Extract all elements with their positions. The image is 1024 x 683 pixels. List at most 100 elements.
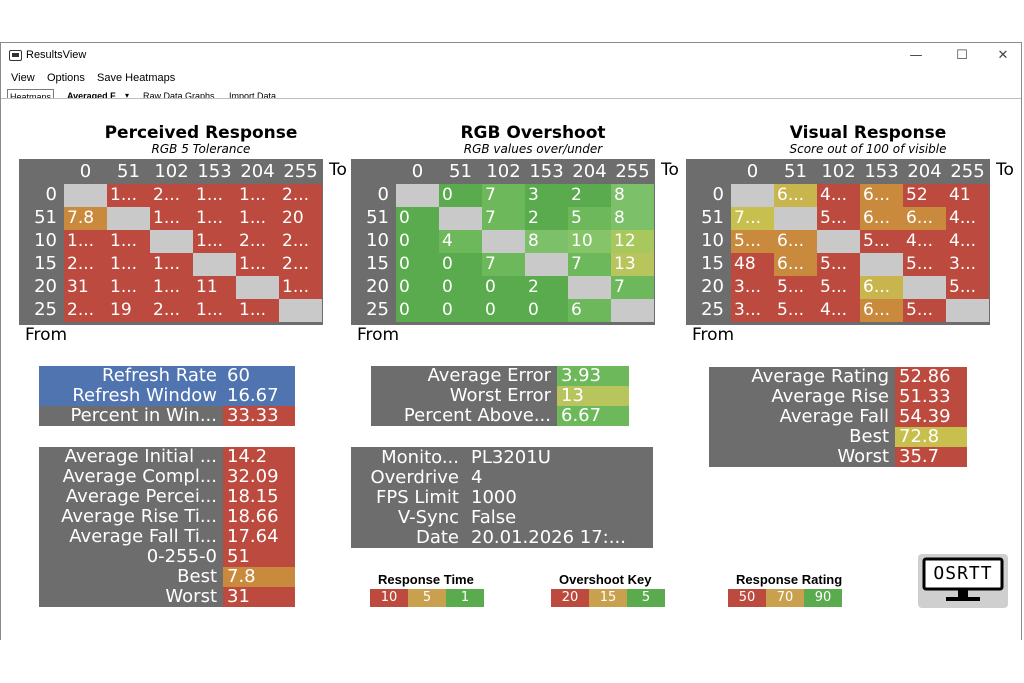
heatmap-col-header: 255 (283, 161, 318, 182)
heatmap-title: RGB Overshoot (460, 123, 606, 143)
osrtt-logo: OSRTT (918, 554, 1008, 608)
heatmap-cell: 41 (946, 184, 989, 207)
heatmap-cell: 6 (568, 299, 611, 322)
heatmap-row-header: 10 (34, 230, 57, 251)
legend-swatch: 5 (627, 589, 665, 607)
heatmap-cell: 0 (439, 299, 482, 322)
heatmap-cell: 5... (903, 253, 946, 276)
heatmap-cell: 48 (731, 253, 774, 276)
tab-averaged[interactable]: Averaged F (67, 91, 116, 101)
heatmap-cell: 4... (946, 207, 989, 230)
menu-options[interactable]: Options (47, 72, 85, 84)
legend-swatch: 50 (728, 589, 766, 607)
monitor-info-value: 20.01.2026 17:... (471, 528, 626, 548)
heatmap-col-header: 153 (864, 161, 899, 182)
heatmap-cell (64, 184, 107, 207)
legend-title: Overshoot Key (559, 572, 652, 587)
heatmap-subtitle: RGB values over/under (463, 142, 603, 156)
visual-stat-label: Average Rating (709, 367, 895, 387)
response-stat-value: 31 (223, 587, 295, 607)
app-icon (9, 50, 22, 61)
heatmap-cell: 2... (236, 230, 279, 253)
heatmap-row-header: 20 (366, 276, 389, 297)
heatmap-cell: 4... (817, 184, 860, 207)
minimize-button[interactable]: — (909, 48, 923, 63)
heatmap-row-header: 15 (34, 253, 57, 274)
heatmap-subtitle: RGB 5 Tolerance (151, 142, 251, 156)
monitor-info-value: PL3201U (471, 448, 551, 468)
heatmap-col-header: 204 (240, 161, 275, 182)
heatmap-cell: 2... (279, 253, 322, 276)
heatmap-cell: 1... (193, 230, 236, 253)
chevron-down-icon[interactable]: ▾ (125, 91, 130, 100)
heatmap-to-label: To (329, 160, 347, 180)
heatmap-cell (611, 299, 654, 322)
heatmap-cell: 6... (774, 253, 817, 276)
heatmap-cell: 5... (817, 276, 860, 299)
heatmap-cell: 5... (774, 276, 817, 299)
monitor-info-value: 4 (471, 468, 483, 488)
heatmap-col-header: 255 (950, 161, 985, 182)
heatmap-cell: 0 (525, 299, 568, 322)
heatmap-cell: 1... (193, 184, 236, 207)
heatmap-cell: 1... (150, 253, 193, 276)
refresh-stat-label: Refresh Rate (39, 366, 223, 386)
response-stat-label: Average Compl... (39, 467, 223, 487)
heatmap-cell: 5... (946, 276, 989, 299)
heatmap-cell: 2 (525, 276, 568, 299)
refresh-stat-label: Refresh Window (39, 386, 223, 406)
window-title: ResultsView (26, 49, 87, 61)
heatmap-cell: 0 (439, 276, 482, 299)
heatmap-col-header: 51 (117, 161, 140, 182)
heatmap-cell (279, 299, 322, 322)
heatmap-col-header: 204 (907, 161, 942, 182)
heatmap-row-header: 10 (701, 230, 724, 251)
visual-stat-value: 72.8 (895, 427, 967, 447)
heatmap-col-header: 153 (529, 161, 564, 182)
overshoot-stat-label: Percent Above... (371, 406, 557, 426)
title-bar: ResultsView — ☐ ✕ (1, 43, 1021, 69)
heatmap-row-header: 15 (366, 253, 389, 274)
heatmap-row-header: 25 (701, 299, 724, 320)
heatmap-cell: 19 (107, 299, 150, 322)
heatmap-from-label: From (692, 325, 735, 345)
maximize-button[interactable]: ☐ (956, 48, 968, 63)
menu-view[interactable]: View (11, 72, 35, 84)
response-stat-label: Average Fall Ti... (39, 527, 223, 547)
heatmap-cell: 3... (731, 299, 774, 322)
monitor-info-label: Monito... (381, 448, 459, 468)
refresh-stat-value: 60 (223, 366, 295, 386)
heatmap-cell: 1... (279, 276, 322, 299)
heatmap-cell: 6... (774, 184, 817, 207)
menu-save-heatmaps[interactable]: Save Heatmaps (97, 72, 176, 84)
heatmap-cell (107, 207, 150, 230)
monitor-icon (922, 557, 1004, 601)
heatmap-row-header: 10 (366, 230, 389, 251)
overshoot-stat-label: Average Error (371, 366, 557, 386)
heatmap-to-label: To (661, 160, 679, 180)
heatmap-cell: 2... (64, 253, 107, 276)
logo-text: OSRTT (933, 563, 993, 584)
heatmap-cell: 1... (236, 299, 279, 322)
monitor-info-label: V-Sync (397, 508, 459, 528)
heatmap-col-header: 51 (449, 161, 472, 182)
heatmap-row-header: 51 (701, 207, 724, 228)
tab-raw-data-graphs[interactable]: Raw Data Graphs (143, 91, 215, 101)
close-button[interactable]: ✕ (997, 48, 1009, 63)
heatmap-cell (193, 253, 236, 276)
legend-swatch: 10 (370, 589, 408, 607)
response-stat-value: 7.8 (223, 567, 295, 587)
heatmap-cell: 5... (817, 207, 860, 230)
heatmap-to-label: To (996, 160, 1014, 180)
heatmap-cell: 1... (150, 276, 193, 299)
heatmap-cell: 6... (860, 276, 903, 299)
monitor-info-value: False (471, 508, 517, 528)
heatmap-cell: 6... (903, 207, 946, 230)
response-stat-value: 18.15 (223, 487, 295, 507)
monitor-info-label: Date (415, 528, 459, 548)
heatmap-col-header: 204 (572, 161, 607, 182)
visual-stat-value: 35.7 (895, 447, 967, 467)
response-stat-label: Worst (39, 587, 223, 607)
heatmap-cell (774, 207, 817, 230)
tab-import-data[interactable]: Import Data (229, 91, 277, 101)
